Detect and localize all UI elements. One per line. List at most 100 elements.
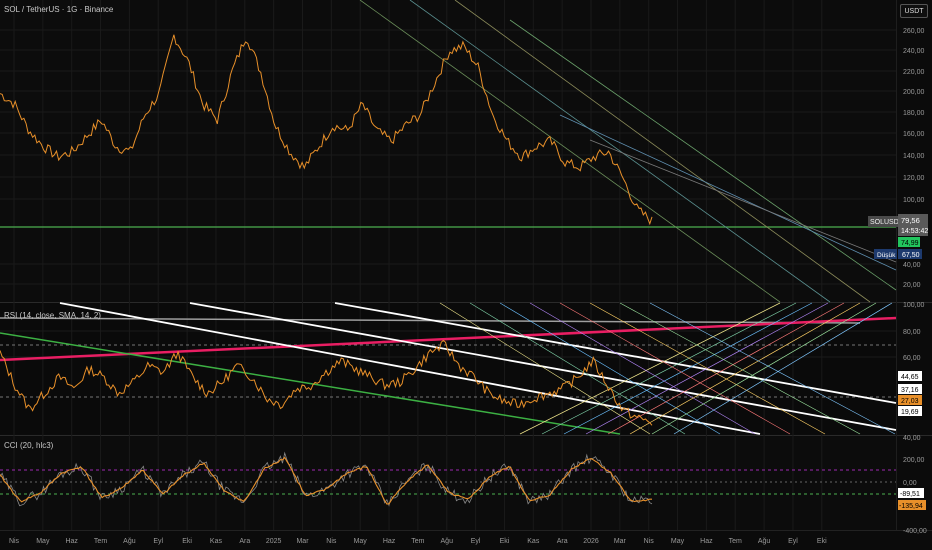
rsi-white-line bbox=[189, 302, 897, 431]
y-tick-label: 0,00 bbox=[903, 480, 917, 487]
x-tick-label: Eki bbox=[500, 538, 510, 545]
x-tick-label: Haz bbox=[700, 538, 713, 545]
x-tick-label: Ağu bbox=[441, 538, 454, 545]
channel-line bbox=[409, 0, 831, 303]
currency-button[interactable]: USDT bbox=[900, 4, 928, 18]
rsi-tag-4: 19,69 bbox=[901, 409, 919, 416]
x-tick-label: Haz bbox=[65, 538, 78, 545]
y-tick-label: 20,00 bbox=[903, 282, 921, 289]
x-tick-label: Eki bbox=[817, 538, 827, 545]
rsi-series bbox=[0, 339, 653, 426]
x-tick-label: Eki bbox=[182, 538, 192, 545]
cci-label: CCI (20, hlc3) bbox=[4, 441, 54, 450]
x-tick-label: Nis bbox=[644, 538, 655, 545]
x-tick-label: Ağu bbox=[758, 538, 771, 545]
x-tick-label: Eyl bbox=[788, 538, 798, 545]
countdown: 14:53:42 bbox=[901, 228, 928, 235]
low-value-box bbox=[898, 249, 922, 259]
cci-tag-2: -135,94 bbox=[899, 503, 923, 510]
x-tick-label: Eyl bbox=[471, 538, 481, 545]
last-price-box bbox=[898, 214, 928, 236]
x-tick-label: Haz bbox=[383, 538, 396, 545]
y-tick-label: 40,00 bbox=[903, 435, 921, 442]
rsi-fan-down-line bbox=[559, 302, 791, 435]
x-tick-label: Tem bbox=[94, 538, 107, 545]
rsi-fan-down-line bbox=[619, 302, 861, 435]
price-series bbox=[0, 34, 653, 226]
chart-title: SOL / TetherUS · 1G · Binance bbox=[4, 5, 114, 14]
rsi-tag-4-box bbox=[898, 406, 922, 416]
main-pane[interactable] bbox=[0, 0, 896, 302]
y-tick-label: 40,00 bbox=[903, 262, 921, 269]
rsi-trend-line bbox=[0, 316, 897, 362]
y-tick-label: 60,00 bbox=[903, 355, 921, 362]
cci-raw-series bbox=[0, 451, 653, 507]
rsi-fan-up-line bbox=[607, 302, 845, 435]
rsi-fan-down-line bbox=[649, 302, 896, 435]
rsi-fan-up-line bbox=[563, 302, 813, 435]
x-tick-label: Ara bbox=[557, 538, 568, 545]
y-tick-label: 100,00 bbox=[903, 302, 925, 309]
overlays bbox=[0, 0, 897, 435]
y-tick-label: 180,00 bbox=[903, 110, 925, 117]
channel-line bbox=[454, 0, 871, 303]
rsi-tag-3: 27,03 bbox=[901, 398, 919, 405]
x-tick-label: May bbox=[354, 538, 368, 545]
cci-tag-1: -89,51 bbox=[900, 491, 920, 498]
y-tick-label: 120,00 bbox=[903, 175, 925, 182]
x-tick-label: Ara bbox=[239, 538, 250, 545]
rsi-white-line bbox=[59, 302, 761, 435]
cci-pane[interactable] bbox=[0, 437, 896, 530]
rsi-tag-2-box bbox=[898, 384, 922, 394]
x-tick-label: May bbox=[36, 538, 50, 545]
symbol-tag: SOLUSDT bbox=[870, 219, 904, 226]
grid bbox=[0, 0, 896, 530]
rsi-fan-down-line bbox=[529, 302, 756, 435]
rsi-tag-2: 37,16 bbox=[901, 387, 919, 394]
y-tick-label: 140,00 bbox=[903, 153, 925, 160]
rsi-fan-down-line bbox=[499, 302, 721, 435]
y-tick-label: 100,00 bbox=[903, 197, 925, 204]
y-tick-label: 200,00 bbox=[903, 457, 925, 464]
x-tick-label: Kas bbox=[210, 538, 223, 545]
x-tick-label: May bbox=[671, 538, 685, 545]
x-tick-label: 2026 bbox=[583, 538, 599, 545]
x-tick-label: Kas bbox=[527, 538, 540, 545]
x-tick-label: Nis bbox=[9, 538, 20, 545]
low-label: Düşük bbox=[877, 252, 896, 259]
channel-line bbox=[559, 114, 897, 271]
x-tick-label: Nis bbox=[326, 538, 337, 545]
axis-ticks: Nis May Haz Tem Ağu Eyl Eki Kas Ara 2025 Mar Nis May… bbox=[9, 28, 927, 545]
symbol-tag-box bbox=[868, 216, 898, 227]
rsi-tag-1-box bbox=[898, 371, 922, 381]
x-tick-label: Eyl bbox=[153, 538, 163, 545]
rsi-fan-up-line bbox=[519, 302, 781, 435]
rsi-fan-down-line bbox=[469, 302, 686, 435]
channel-line bbox=[359, 0, 781, 303]
last-price: 79,56 bbox=[901, 216, 920, 225]
rsi-fan-down-line bbox=[589, 302, 826, 435]
rsi-tag-1: 44,65 bbox=[901, 374, 919, 381]
x-tick-label: 2025 bbox=[266, 538, 282, 545]
y-tick-label: 200,00 bbox=[903, 89, 925, 96]
green-tag: 74,99 bbox=[901, 240, 919, 247]
x-tick-label: Mar bbox=[296, 538, 309, 545]
rsi-fan-up-line bbox=[651, 302, 877, 435]
rsi-tag-3-box bbox=[898, 395, 922, 405]
channel-line bbox=[589, 139, 897, 263]
cci-tag-1-box bbox=[898, 488, 924, 498]
rsi-label: RSI (14, close, SMA, 14, 2) bbox=[4, 311, 101, 320]
rsi-fan-up-line bbox=[673, 302, 893, 435]
rsi-fan-up-line bbox=[629, 302, 861, 435]
rsi-fan-down-line bbox=[439, 302, 651, 435]
x-tick-label: Tem bbox=[411, 538, 424, 545]
green-tag-box bbox=[898, 237, 920, 247]
low-label-box bbox=[874, 249, 897, 259]
x-tick-label: Tem bbox=[729, 538, 742, 545]
y-tick-label: 160,00 bbox=[903, 131, 925, 138]
y-tick-label: -400,00 bbox=[903, 528, 927, 535]
y-tick-label: 260,00 bbox=[903, 28, 925, 35]
channel-line bbox=[509, 19, 897, 291]
